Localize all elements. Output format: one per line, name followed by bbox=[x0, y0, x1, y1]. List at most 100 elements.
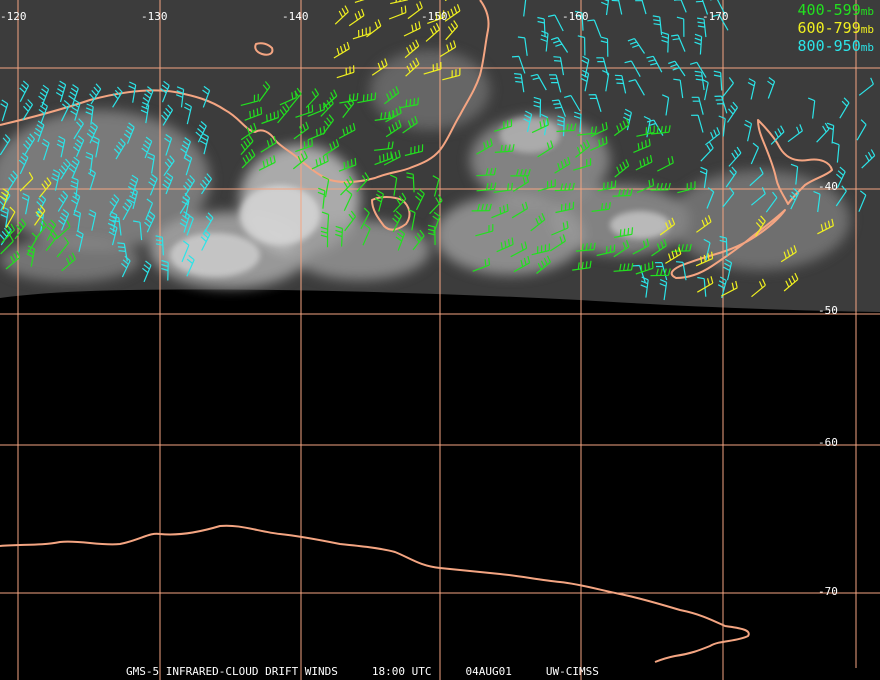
wind-barb bbox=[590, 136, 608, 151]
wind-barb bbox=[356, 172, 370, 193]
wind-barb bbox=[671, 34, 686, 52]
wind-barb bbox=[258, 155, 276, 171]
wind-barb bbox=[140, 101, 150, 124]
wind-barb bbox=[244, 106, 263, 121]
wind-barb bbox=[57, 190, 69, 212]
wind-barb bbox=[0, 234, 14, 255]
wind-barb bbox=[338, 157, 357, 172]
wind-barb bbox=[73, 209, 81, 231]
wind-barb bbox=[305, 88, 320, 109]
wind-barb bbox=[721, 280, 738, 297]
wind-barb bbox=[590, 121, 608, 137]
wind-barb bbox=[677, 181, 696, 194]
wind-barb bbox=[510, 168, 531, 177]
wind-barb bbox=[614, 159, 630, 178]
wind-barb bbox=[633, 138, 651, 153]
wind-barb bbox=[602, 70, 610, 92]
wind-barb bbox=[404, 39, 420, 59]
wind-barb bbox=[858, 77, 874, 96]
wind-barb bbox=[765, 191, 778, 213]
wind-barb bbox=[132, 220, 143, 241]
wind-barb bbox=[494, 144, 515, 153]
wind-barb bbox=[1, 223, 16, 244]
wind-barb bbox=[550, 36, 569, 53]
wind-barb bbox=[160, 80, 170, 103]
wind-barb bbox=[749, 167, 764, 187]
wind-barb bbox=[530, 213, 546, 232]
wind-barb bbox=[393, 192, 407, 213]
legend-unit: mb bbox=[860, 23, 874, 36]
wind-barb bbox=[0, 206, 9, 228]
caption-time: 18:00 UTC bbox=[371, 665, 432, 678]
wind-barb bbox=[161, 259, 169, 281]
wind-barb bbox=[392, 210, 402, 233]
wind-barb bbox=[832, 141, 840, 163]
wind-barb bbox=[58, 209, 70, 231]
wind-barb bbox=[703, 238, 711, 261]
wind-barb bbox=[510, 241, 528, 258]
latitude-label: -50 bbox=[818, 304, 838, 317]
wind-barb bbox=[23, 133, 36, 155]
wind-barb bbox=[632, 238, 650, 255]
wind-barb bbox=[68, 84, 79, 106]
wind-barb bbox=[73, 135, 85, 158]
wind-barb bbox=[491, 203, 509, 219]
wind-barb bbox=[293, 121, 309, 140]
wind-barb bbox=[723, 258, 733, 281]
wind-barb bbox=[657, 155, 674, 172]
wind-barb bbox=[21, 192, 30, 215]
wind-barb bbox=[580, 69, 590, 92]
wind-barb bbox=[202, 85, 211, 108]
wind-barb bbox=[573, 111, 582, 133]
wind-barb bbox=[597, 180, 617, 192]
wind-barb bbox=[18, 152, 29, 175]
wind-barb bbox=[181, 197, 190, 219]
wind-barb bbox=[292, 150, 308, 170]
wind-barb bbox=[780, 245, 797, 263]
wind-barb bbox=[694, 33, 703, 55]
wind-barb bbox=[577, 35, 586, 56]
wind-barb bbox=[322, 175, 330, 198]
antarctica-coast bbox=[0, 524, 750, 663]
legend-range: 800-950 bbox=[797, 37, 861, 55]
wind-barb bbox=[60, 99, 71, 122]
wind-barb bbox=[142, 86, 154, 108]
image-caption: GMS-5 INFRARED-CLOUD DRIFT WINDS 18:00 UT… bbox=[126, 666, 633, 677]
wind-barb bbox=[374, 141, 394, 151]
wind-barb bbox=[442, 68, 461, 81]
legend-range: 400-599 bbox=[797, 1, 861, 19]
wind-barb bbox=[540, 30, 549, 52]
wind-barb bbox=[141, 136, 153, 159]
wind-barb bbox=[445, 20, 459, 41]
wind-barb bbox=[0, 188, 10, 210]
wind-barb bbox=[395, 229, 406, 251]
wind-barb bbox=[427, 10, 445, 24]
wind-barb bbox=[183, 174, 196, 197]
cloud-mass bbox=[290, 220, 430, 280]
wind-barb bbox=[352, 26, 371, 40]
wind-barb bbox=[706, 187, 715, 209]
cloud-mass bbox=[240, 185, 320, 245]
wind-barb bbox=[180, 137, 191, 159]
wind-barb bbox=[513, 255, 531, 273]
wind-barb bbox=[85, 103, 94, 125]
wind-barb bbox=[517, 36, 528, 56]
tasmania-coast bbox=[371, 196, 411, 231]
wind-barb bbox=[722, 187, 735, 208]
wind-barb bbox=[476, 182, 497, 192]
wind-barb bbox=[344, 210, 357, 232]
wind-barb bbox=[696, 276, 714, 293]
wind-barb bbox=[710, 0, 726, 15]
wind-barb bbox=[789, 187, 800, 210]
wind-barb bbox=[718, 115, 726, 137]
wind-barb bbox=[712, 14, 729, 31]
wind-barb bbox=[676, 16, 685, 37]
wind-barb bbox=[195, 120, 207, 143]
wind-barb bbox=[338, 122, 356, 139]
legend-item-600-799: 600-799mb bbox=[798, 20, 874, 38]
wind-barb bbox=[374, 110, 395, 121]
wind-barb bbox=[70, 176, 79, 199]
wind-barb bbox=[714, 95, 728, 114]
wind-barb bbox=[751, 278, 766, 298]
